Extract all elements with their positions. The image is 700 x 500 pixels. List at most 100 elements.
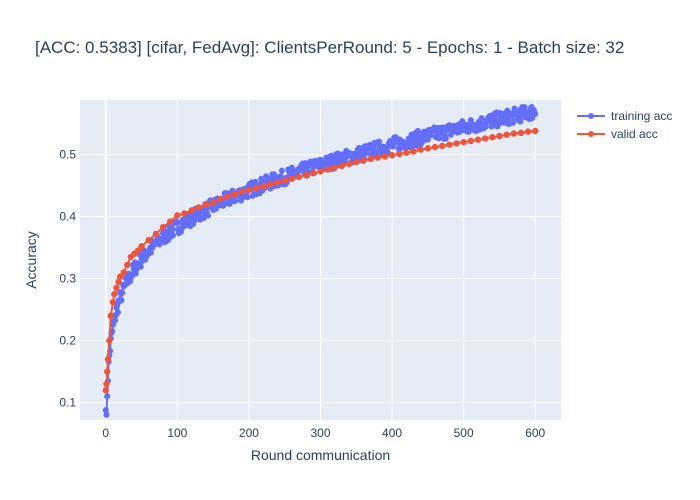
- data-point: [353, 158, 360, 166]
- data-point: [488, 123, 495, 130]
- data-point: [474, 136, 482, 143]
- data-point: [260, 183, 267, 190]
- y-tick-label: 0.5: [59, 148, 76, 162]
- data-point: [517, 118, 524, 125]
- x-tick-label: 0: [102, 426, 109, 440]
- data-point: [438, 142, 446, 150]
- data-point: [295, 173, 303, 181]
- data-point: [138, 243, 145, 250]
- data-point: [403, 149, 410, 156]
- data-point: [209, 199, 217, 207]
- data-point: [424, 145, 432, 152]
- data-point: [188, 207, 195, 214]
- data-point: [217, 196, 224, 203]
- data-point: [224, 193, 231, 200]
- data-point: [104, 368, 111, 375]
- x-tick-label: 600: [525, 426, 545, 440]
- x-tick-label: 300: [310, 426, 330, 440]
- data-point: [202, 201, 210, 209]
- data-point: [510, 130, 517, 137]
- data-point: [145, 236, 152, 244]
- data-point: [267, 181, 274, 188]
- data-point: [124, 261, 131, 269]
- x-tick-label: 100: [167, 426, 187, 440]
- data-point: [532, 127, 539, 135]
- data-point: [111, 290, 118, 298]
- series-layer: [102, 103, 539, 418]
- data-point: [170, 232, 177, 239]
- data-point: [396, 150, 403, 158]
- data-point: [195, 204, 203, 211]
- data-point: [174, 212, 181, 219]
- y-tick-label: 0.4: [59, 210, 76, 224]
- y-axis-ticks: 0.1 0.2 0.3 0.4 0.5: [59, 148, 76, 410]
- data-point: [481, 135, 489, 142]
- data-point: [417, 146, 424, 153]
- data-point: [181, 210, 188, 217]
- data-point: [118, 297, 125, 304]
- data-point: [388, 151, 396, 159]
- data-point: [482, 123, 489, 130]
- data-point: [102, 387, 109, 394]
- data-point: [238, 188, 245, 195]
- data-point: [112, 317, 119, 324]
- y-tick-label: 0.3: [59, 272, 76, 286]
- data-point: [166, 218, 174, 225]
- data-point: [467, 137, 475, 145]
- data-point: [245, 186, 253, 194]
- data-point: [338, 162, 346, 169]
- data-point: [381, 153, 389, 160]
- x-axis-title: Round communication: [251, 447, 390, 463]
- grid-lines: [80, 100, 561, 420]
- data-point: [119, 289, 126, 296]
- data-point: [274, 179, 281, 186]
- data-point: [446, 141, 453, 148]
- legend-swatch-marker: [588, 113, 594, 119]
- data-point: [345, 160, 353, 168]
- data-point: [288, 175, 296, 182]
- data-point: [424, 136, 431, 143]
- data-point: [503, 131, 510, 138]
- data-point: [152, 230, 160, 238]
- data-point: [120, 269, 127, 276]
- data-point: [324, 166, 331, 173]
- x-axis-ticks: 0 100 200 300 400 500 600: [102, 426, 545, 440]
- data-point: [115, 278, 122, 285]
- data-point: [231, 191, 238, 198]
- data-point: [134, 247, 142, 254]
- data-point: [310, 169, 317, 177]
- data-point: [302, 171, 310, 179]
- legend[interactable]: training acc valid acc: [577, 109, 672, 141]
- legend-item[interactable]: valid acc: [577, 127, 658, 141]
- x-tick-label: 400: [382, 426, 402, 440]
- legend-item[interactable]: training acc: [577, 109, 672, 123]
- data-point: [169, 226, 176, 233]
- data-point: [106, 337, 113, 344]
- data-point: [427, 132, 434, 139]
- data-point: [510, 119, 517, 126]
- x-tick-label: 200: [239, 426, 259, 440]
- data-point: [220, 200, 227, 207]
- data-point: [517, 129, 525, 137]
- data-point: [102, 407, 109, 414]
- data-point: [376, 138, 383, 145]
- data-point: [109, 298, 117, 306]
- data-point: [116, 273, 124, 280]
- legend-swatch-marker: [588, 131, 594, 137]
- data-point: [232, 197, 239, 204]
- data-point: [226, 200, 233, 207]
- data-point: [360, 157, 367, 164]
- data-point: [147, 249, 154, 256]
- data-point: [374, 154, 381, 161]
- data-point: [524, 128, 532, 135]
- data-point: [396, 146, 403, 153]
- data-point: [460, 138, 467, 146]
- data-point: [159, 223, 167, 231]
- data-point: [331, 164, 339, 171]
- data-point: [104, 356, 112, 363]
- data-point: [489, 134, 496, 141]
- data-point: [278, 167, 285, 174]
- data-point: [137, 263, 144, 270]
- series-valid-acc: [102, 127, 539, 394]
